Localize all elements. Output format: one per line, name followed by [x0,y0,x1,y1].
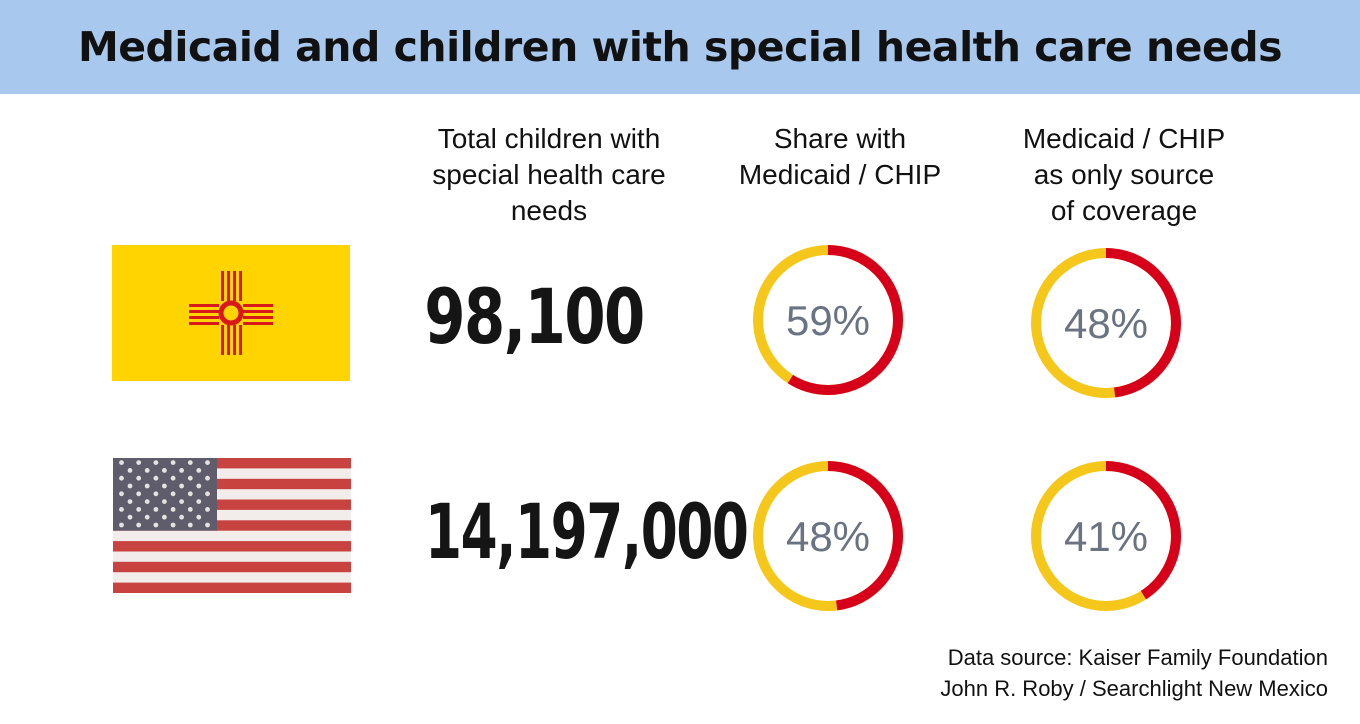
flag-star [170,460,176,465]
flag-star [144,468,150,473]
footer-credits: Data source: Kaiser Family Foundation Jo… [940,642,1328,704]
flag-star [205,507,210,512]
flag-star [153,522,159,528]
donut-value-arc [1031,248,1181,398]
title-banner: Medicaid and children with special healt… [0,0,1360,94]
donut-value-arc [753,245,903,395]
nm-total-count: 98,100 [424,272,645,361]
column-header-total: Total children with special health care … [432,123,666,226]
flag-star [136,491,142,497]
flag-star [170,507,176,512]
flag-star [153,475,159,481]
flag-star [127,483,133,489]
flag-star [136,522,142,528]
us-total-count: 14,197,000 [425,487,749,576]
author-credit: John R. Roby / Searchlight New Mexico [940,676,1328,701]
flag-star [187,507,193,512]
flag-star [136,475,142,481]
flag-star [205,475,210,481]
flag-star [187,491,193,497]
donut-us-share: 48% [753,461,903,611]
flag-star [170,491,176,497]
flag-star [136,507,142,512]
flag-star [162,483,167,489]
donut-us-only: 41% [1031,461,1181,611]
flag-star [119,522,124,528]
flag-star [119,507,124,512]
flag-star [144,499,150,504]
us-flag-icon [113,458,351,593]
donut-value-label: 41% [1064,513,1148,560]
flag-star [170,522,176,528]
flag-star [153,507,159,512]
flag-star [179,483,184,489]
donut-value-label: 48% [786,513,870,560]
new-mexico-flag-icon [112,245,350,381]
data-source: Data source: Kaiser Family Foundation [947,645,1328,670]
flag-star [187,475,193,481]
flag-star [127,514,133,520]
flag-star [179,468,184,473]
flag-star [196,468,202,473]
donut-value-arc [753,461,903,611]
flag-star [153,491,159,497]
flag-star [162,514,167,520]
donut-value-label: 48% [1064,300,1148,347]
flag-star [205,522,210,528]
flag-star [144,483,150,489]
flag-star [136,460,142,465]
flag-star [162,468,167,473]
flag-star [196,514,202,520]
flag-star [179,514,184,520]
flag-star [119,460,124,465]
donut-value-arc [1031,461,1181,611]
donut-nm-only: 48% [1031,248,1181,398]
flag-star [187,460,193,465]
column-header-share: Share with Medicaid / CHIP [738,123,942,190]
flag-star [153,460,159,465]
flag-star [179,499,184,504]
flag-star [205,491,210,497]
flag-star [162,499,167,504]
flag-star [119,475,124,481]
donut-nm-share: 59% [753,245,903,395]
flag-star [119,491,124,497]
flag-star [127,468,133,473]
flag-star [170,475,176,481]
flag-star [196,483,202,489]
chart-title: Medicaid and children with special healt… [77,23,1283,71]
flag-star [187,522,193,528]
column-header-only: Medicaid / CHIP as only source of covera… [1022,123,1226,226]
donut-value-label: 59% [786,297,870,344]
flag-star [196,499,202,504]
flag-star [205,460,210,465]
flag-star [144,514,150,520]
flag-star [127,499,133,504]
